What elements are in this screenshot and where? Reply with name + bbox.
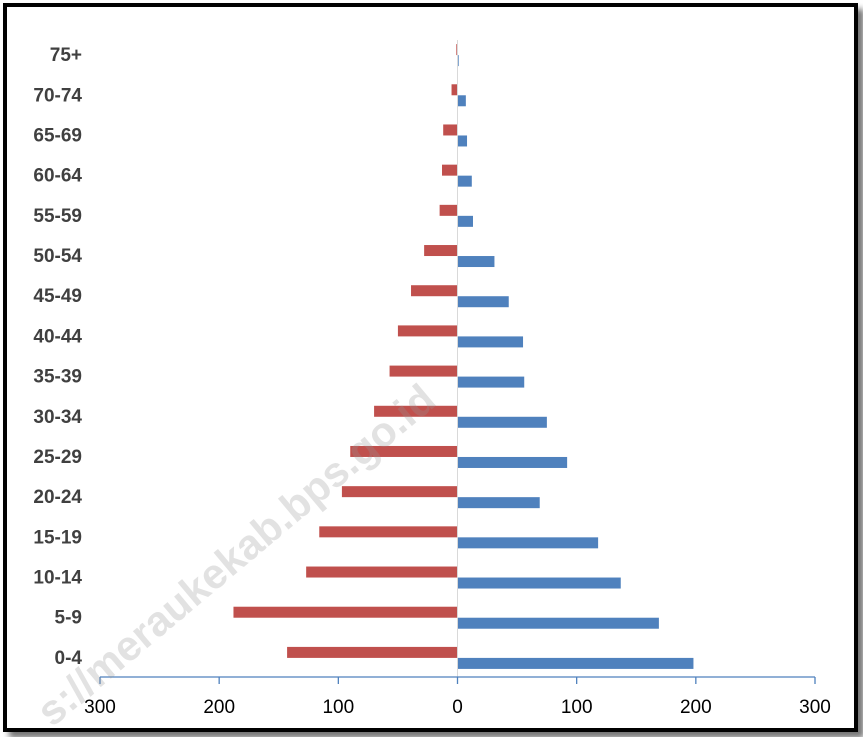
category-label: 25-29 — [33, 447, 82, 468]
category-label: 5-9 — [55, 608, 82, 629]
x-tick-label: 100 — [322, 697, 354, 718]
x-tick-label: 300 — [799, 697, 831, 718]
bar-left-0-4 — [287, 646, 458, 658]
bar-left-25-29 — [350, 445, 458, 457]
category-label: 0-4 — [55, 648, 83, 669]
bar-left-5-9 — [233, 606, 458, 618]
bar-right-75+ — [457, 55, 459, 67]
bar-right-35-39 — [457, 376, 525, 388]
bar-right-20-24 — [457, 497, 540, 509]
x-tick-label: 0 — [452, 697, 463, 718]
bar-left-75+ — [456, 44, 458, 56]
bar-right-45-49 — [457, 296, 509, 308]
category-label: 10-14 — [33, 568, 82, 589]
watermark: s://meraukekab.bps.go.id — [28, 375, 444, 735]
bar-right-30-34 — [457, 416, 547, 428]
bar-left-40-44 — [397, 325, 458, 337]
bar-left-20-24 — [341, 486, 458, 498]
bar-left-70-74 — [451, 84, 458, 96]
bar-left-10-14 — [306, 566, 458, 578]
category-labels: 0-4 5-9 10-14 15-19 20-24 25-29 30-34 35-39 40-4… — [33, 45, 82, 669]
category-label: 30-34 — [33, 407, 82, 428]
bar-right-40-44 — [457, 336, 524, 348]
x-tick-label: 300 — [84, 697, 116, 718]
category-label: 75+ — [50, 45, 82, 66]
bar-right-70-74 — [457, 95, 466, 107]
bar-right-10-14 — [457, 577, 621, 589]
bar-right-55-59 — [457, 215, 473, 227]
bars-layer — [233, 44, 694, 669]
axes-layer — [99, 40, 816, 684]
category-label: 55-59 — [33, 206, 82, 227]
bar-right-5-9 — [457, 617, 659, 629]
bar-right-25-29 — [457, 456, 568, 468]
bar-left-55-59 — [439, 204, 458, 216]
category-label: 70-74 — [33, 85, 82, 106]
category-label: 35-39 — [33, 367, 82, 388]
bar-left-35-39 — [389, 365, 458, 377]
bar-left-65-69 — [443, 124, 458, 136]
tick-labels: 300 200 100 0 100 200 300 — [84, 697, 831, 718]
bar-right-50-54 — [457, 256, 495, 268]
category-label: 65-69 — [33, 125, 82, 146]
bar-left-15-19 — [319, 526, 458, 538]
category-label: 40-44 — [33, 326, 82, 347]
x-tick-label: 100 — [561, 697, 593, 718]
bar-right-60-64 — [457, 175, 472, 187]
bar-left-30-34 — [374, 405, 458, 417]
x-tick-label: 200 — [203, 697, 235, 718]
bar-left-50-54 — [424, 245, 458, 257]
bar-left-60-64 — [442, 164, 458, 176]
bar-right-0-4 — [457, 657, 694, 669]
x-tick-label: 200 — [680, 697, 712, 718]
category-label: 20-24 — [33, 487, 82, 508]
category-label: 50-54 — [33, 246, 82, 267]
bar-right-65-69 — [457, 135, 468, 147]
category-label: 15-19 — [33, 527, 82, 548]
bar-right-15-19 — [457, 537, 599, 549]
bar-left-45-49 — [411, 285, 458, 297]
category-label: 45-49 — [33, 286, 82, 307]
category-label: 60-64 — [33, 166, 82, 187]
